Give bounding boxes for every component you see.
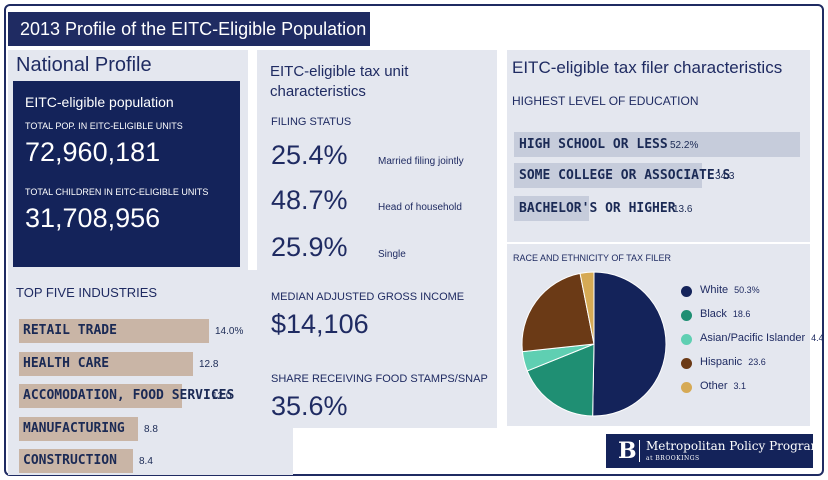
national-profile-title: National Profile xyxy=(16,54,152,76)
logo-sub: at BROOKINGS xyxy=(646,455,700,462)
total-children-label: TOTAL CHILDREN IN EITC-ELIGIBLE UNITS xyxy=(25,187,209,197)
filing-married-label: Married filing jointly xyxy=(378,156,464,167)
industry-bar xyxy=(19,416,138,441)
education-title: HIGHEST LEVEL OF EDUCATION xyxy=(512,94,699,108)
legend-label: White 50.3% xyxy=(700,284,760,296)
industry-value-label: 12.0 xyxy=(212,391,232,402)
filing-head-label: Head of household xyxy=(378,202,462,213)
filing-head-value: 48.7% xyxy=(271,185,348,215)
race-pie-chart xyxy=(521,271,667,417)
legend-value: 50.3% xyxy=(734,285,760,295)
filing-status-label: FILING STATUS xyxy=(271,116,352,128)
outer-frame xyxy=(4,4,824,476)
legend-value: 18.6 xyxy=(732,309,751,319)
total-pop-value: 72,960,181 xyxy=(25,137,161,167)
logo-divider xyxy=(639,440,640,462)
logo-mark: B xyxy=(618,438,637,464)
legend-swatch xyxy=(681,334,692,345)
industries-title: TOP FIVE INDUSTRIES xyxy=(16,285,158,300)
pie-slice-hispanic xyxy=(521,272,595,353)
education-label: BACHELOR'S OR HIGHER xyxy=(519,201,676,216)
snap-label: SHARE RECEIVING FOOD STAMPS/SNAP xyxy=(271,373,488,385)
industry-value-label: 12.8 xyxy=(199,358,219,370)
median-agi-value: $14,106 xyxy=(271,309,369,339)
brookings-logo: B Metropolitan Policy Program at BROOKIN… xyxy=(606,434,822,468)
national-profile-box: EITC-eligible population TOTAL POP. IN E… xyxy=(13,81,240,267)
legend-label: Other 3.1 xyxy=(700,380,747,392)
education-bar xyxy=(514,196,589,221)
education-bar xyxy=(514,132,800,157)
legend-swatch xyxy=(681,358,692,369)
pie-slice-other xyxy=(579,271,595,345)
race-title: RACE AND ETHNICITY OF TAX FILER xyxy=(513,253,672,263)
total-children-value: 31,708,956 xyxy=(25,203,161,233)
legend-swatch xyxy=(681,286,692,297)
industry-value-label: 8.8 xyxy=(144,423,158,435)
legend-value: 4.4 xyxy=(811,333,824,343)
pie-slice-black xyxy=(526,343,595,417)
industry-bar xyxy=(19,319,209,343)
filer-title: EITC-eligible tax filer characteristics xyxy=(512,58,783,77)
tax-unit-title: EITC-eligible tax unit characteristics xyxy=(270,63,409,100)
filing-single-value: 25.9% xyxy=(271,232,348,262)
snap-value: 35.6% xyxy=(271,391,348,421)
tax-unit-panel xyxy=(257,50,497,428)
page-header: 2013 Profile of the EITC-Eligible Popula… xyxy=(8,12,370,46)
median-agi-label: MEDIAN ADJUSTED GROSS INCOME xyxy=(271,291,465,303)
industry-label: MANUFACTURING xyxy=(23,420,125,436)
education-value-label: 52.2% xyxy=(670,140,699,151)
industry-bar xyxy=(19,351,193,376)
education-bar xyxy=(514,163,702,188)
logo-name: Metropolitan Policy Program xyxy=(646,439,823,453)
industry-label: HEALTH CARE xyxy=(23,355,110,371)
industry-label: RETAIL TRADE xyxy=(23,323,117,338)
filing-single-label: Single xyxy=(378,249,406,260)
industry-bar xyxy=(19,384,182,408)
legend-swatch xyxy=(681,382,692,393)
filing-married-value: 25.4% xyxy=(271,140,348,170)
education-label: SOME COLLEGE OR ASSOCIATE'S xyxy=(519,168,731,183)
education-value-label: 13.6 xyxy=(673,204,693,215)
legend-label: Black 18.6 xyxy=(700,308,751,320)
industry-label: CONSTRUCTION xyxy=(23,453,117,468)
industry-bar xyxy=(19,449,133,473)
legend-value: 23.6 xyxy=(748,357,766,367)
page-title: 2013 Profile of the EITC-Eligible Popula… xyxy=(20,19,367,39)
legend-swatch xyxy=(681,310,692,321)
legend-label: Hispanic 23.6 xyxy=(700,356,766,368)
legend-value: 3.1 xyxy=(733,381,747,391)
industry-value-label: 14.0% xyxy=(215,326,244,337)
legend-label: Asian/Pacific Islander 4.4 xyxy=(700,332,824,344)
education-value-label: 34.3 xyxy=(715,171,735,182)
education-label: HIGH SCHOOL OR LESS xyxy=(519,137,668,152)
industry-value-label: 8.4 xyxy=(139,456,153,467)
total-pop-label: TOTAL POP. IN EITC-ELIGIBLE UNITS xyxy=(25,121,183,131)
pie-slice-white xyxy=(592,271,667,417)
eitc-population-subtitle: EITC-eligible population xyxy=(25,94,174,110)
industry-label: ACCOMODATION, FOOD SERVICES xyxy=(23,388,235,403)
